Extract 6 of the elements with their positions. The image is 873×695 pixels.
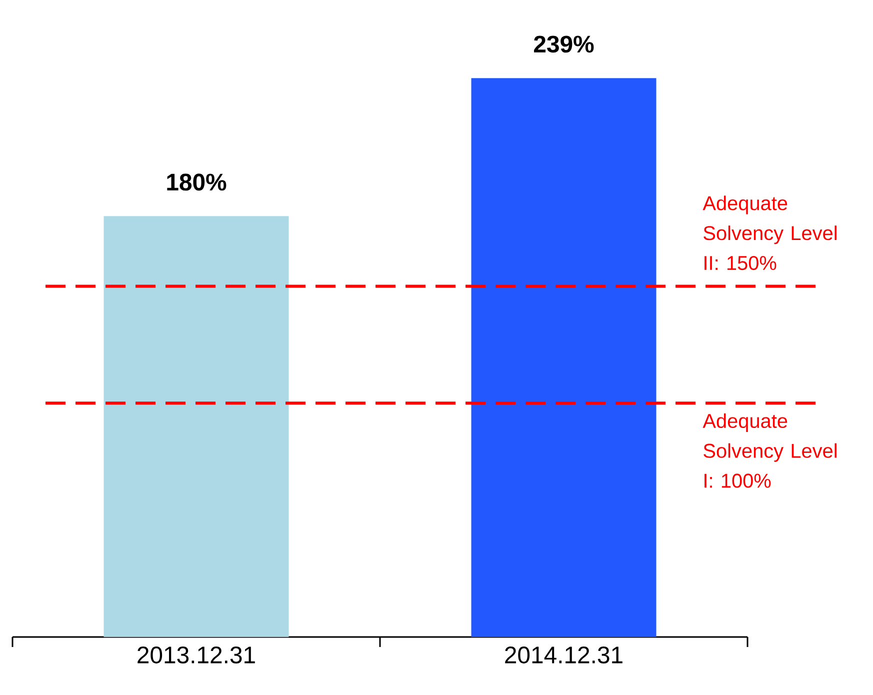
ref-line-label: Adequate Solvency Level II: 150% [702, 196, 836, 270]
data-label: 180% [167, 174, 226, 191]
x-tick-label: 2013.12.31 [138, 646, 255, 664]
data-label: 239% [534, 36, 594, 53]
x-tick-label: 2014.12.31 [505, 646, 622, 664]
ref-line-label: Adequate Solvency Level I: 100% [702, 413, 836, 488]
